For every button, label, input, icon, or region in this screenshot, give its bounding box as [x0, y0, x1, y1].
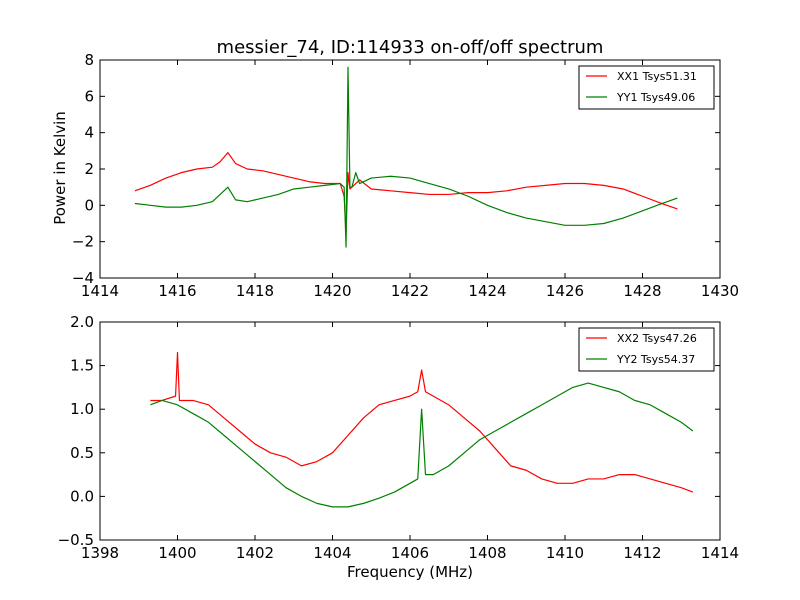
x-tick-label: 1422: [391, 282, 429, 300]
series-line-yy-panel-1: [134, 66, 678, 248]
y-tick-label: 0.0: [70, 487, 94, 505]
x-tick-label: 1412: [623, 544, 661, 562]
x-tick-label: 1416: [158, 282, 196, 300]
y-axis-label: Power in Kelvin: [51, 111, 69, 225]
y-tick-label: 0: [84, 196, 94, 214]
x-tick-label: 1398: [81, 544, 119, 562]
legend: XX1 Tsys51.31 YY1 Tsys49.06: [578, 65, 715, 110]
y-tick-label: −4: [72, 269, 94, 287]
x-tick-label: 1406: [391, 544, 429, 562]
legend-label: YY2 Tsys54.37: [616, 353, 695, 366]
y-tick-label: 2.0: [70, 313, 94, 331]
x-axis-label: Frequency (MHz): [347, 563, 473, 581]
y-tick-label: 8: [84, 51, 94, 69]
y-tick-label: 1.5: [70, 357, 94, 375]
series-line-xx-panel-2: [150, 351, 694, 493]
legend: XX2 Tsys47.26 YY2 Tsys54.37: [578, 327, 715, 372]
y-tick-label: 4: [84, 124, 94, 142]
y-tick-label: −2: [72, 233, 94, 251]
series-line-xx-panel-1: [134, 152, 678, 234]
series-line-yy-panel-2: [150, 382, 694, 508]
x-tick-label: 1420: [313, 282, 351, 300]
y-tick-label: 2: [84, 160, 94, 178]
x-tick-label: 1414: [81, 282, 119, 300]
x-tick-label: 1426: [546, 282, 584, 300]
top-panel: 1414 1416 1418 1420 1422 1424 1426 1428 1430 −4 −2…: [72, 51, 739, 300]
x-tick-label: 1402: [236, 544, 274, 562]
x-tick-label: 1408: [468, 544, 506, 562]
x-tick-label: 1424: [468, 282, 506, 300]
x-tick-label: 1400: [158, 544, 196, 562]
x-tick-label: 1404: [313, 544, 351, 562]
bottom-panel: 1398 1400 1402 1404 1406 1408 1410 1412 1414 −0.5…: [58, 313, 740, 562]
y-tick-label: 6: [84, 87, 94, 105]
chart-title: messier_74, ID:114933 on-off/off spectru…: [217, 37, 604, 58]
legend-label: YY1 Tsys49.06: [616, 91, 695, 104]
x-tick-label: 1418: [236, 282, 274, 300]
y-tick-label: 1.0: [70, 400, 94, 418]
legend-label: XX1 Tsys51.31: [617, 70, 697, 83]
x-tick-label: 1410: [546, 544, 584, 562]
legend-label: XX2 Tsys47.26: [617, 332, 697, 345]
x-tick-label: 1430: [701, 282, 739, 300]
y-tick-label: 0.5: [70, 444, 94, 462]
x-tick-label: 1414: [701, 544, 739, 562]
y-tick-label: −0.5: [58, 531, 94, 549]
x-tick-label: 1428: [623, 282, 661, 300]
